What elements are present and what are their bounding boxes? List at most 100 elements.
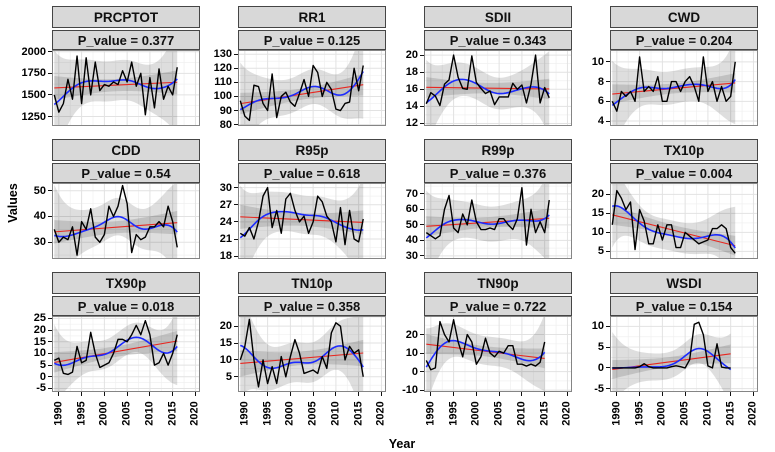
p-value-strip: P_value = 0.204 [610,30,758,50]
smooth-line [54,215,178,238]
smooth-line [239,71,364,111]
data-line [53,184,178,256]
y-tick-label: 2000 [21,45,46,58]
y-tick-label: 20 [405,328,418,341]
y-tick-mark [234,221,238,223]
p-value-strip: P_value = 0.376 [424,163,572,183]
data-line [239,186,364,246]
panel-plot-WSDI [610,316,758,392]
x-tick-label: 1995 [447,401,460,426]
panel-plot-TN10p [238,316,386,392]
y-tick-mark [48,376,52,378]
y-tick-label: 130 [213,48,232,61]
facet-PRCPTOT: PRCPTOT P_value = 0.377 1250 1500 1750 2000 [14,6,200,126]
x-tick-label: 2015 [166,401,179,426]
y-tick-label: 50 [33,184,46,197]
x-tick-label: 2010 [515,401,528,426]
x-tick-mark [172,392,174,396]
panel-svg [424,50,572,126]
y-tick-label: 12 [405,117,418,130]
x-tick-mark [684,392,686,396]
y-tick-label: 10 [591,320,604,333]
data-line [611,189,736,254]
y-tick-mark [420,71,424,73]
y-tick-label: 15 [219,337,232,350]
facet-TX90p: TX90p P_value = 0.018 -5 0 5 10 15 20 25 1990 1995… [14,272,201,436]
y-tick-mark [234,204,238,206]
panel-plot-TX10p [610,183,758,259]
p-value-strip: P_value = 0.018 [52,296,200,316]
facet-title-strip: R95p [238,139,386,161]
facet-title-strip: CWD [610,6,758,28]
y-axis-SDII: 12 14 16 18 20 [386,49,424,130]
p-value-strip: P_value = 0.358 [238,296,386,316]
smooth-line [425,339,546,368]
panel-plot-PRCPTOT [52,50,200,126]
y-tick-label: 10 [33,347,46,360]
y-tick-mark [48,72,52,74]
x-tick-label: 1990 [238,401,251,426]
y-tick-label: 70 [405,187,418,200]
y-tick-mark [234,53,238,55]
y-tick-label: 1750 [21,67,46,80]
panel-plot-TX90p [52,316,200,392]
panel-border [238,183,386,259]
panel-svg [238,316,386,392]
y-tick-mark [420,193,424,195]
x-tick-label: 2020 [746,401,759,426]
facet-TX10p: TX10p P_value = 0.004 5 10 15 20 [572,139,758,259]
panel-border [610,183,758,259]
y-tick-mark [48,215,52,217]
x-tick-mark [566,392,568,396]
y-tick-mark [420,371,424,373]
x-tick-label: 2020 [560,401,573,426]
y-axis-WSDI: -5 0 5 10 [572,316,610,395]
p-value-strip: P_value = 0.377 [52,30,200,50]
p-value-strip: P_value = 0.154 [610,296,758,316]
y-tick-label: 4 [597,115,604,128]
y-tick-mark [234,238,238,240]
y-tick-label: 1500 [21,88,46,101]
y-axis-R99p: 30 40 50 60 70 [386,183,424,262]
x-tick-label: 2010 [701,401,714,426]
y-tick-mark [420,208,424,210]
y-tick-mark [606,346,610,348]
x-axis-title: Year [388,437,416,451]
y-tick-mark [606,250,610,252]
x-tick-mark [81,392,83,396]
y-tick-label: 120 [213,62,232,75]
y-tick-mark [420,88,424,90]
y-axis-TX10p: 5 10 15 20 [572,183,610,259]
y-tick-label: 30 [405,249,418,262]
data-line [611,56,736,112]
y-axis-R95p: 18 21 24 27 30 [200,182,238,262]
x-tick-mark [430,392,432,396]
y-tick-mark [234,81,238,83]
y-tick-label: -5 [594,382,604,395]
x-tick-label: 2015 [352,401,365,426]
data-line [53,319,178,376]
facet-SDII: SDII P_value = 0.343 12 14 16 18 20 [386,6,572,130]
y-tick-label: 20 [33,324,46,337]
smooth-line [425,214,550,239]
x-tick-mark [194,392,196,396]
smooth-confidence-band [426,183,550,259]
trend-line [426,86,550,90]
y-tick-mark [606,388,610,390]
x-tick-label: 2015 [724,401,737,426]
x-tick-mark [149,392,151,396]
smooth-line [611,79,736,106]
x-tick-label: 2015 [538,401,551,426]
panel-plot-CDD [52,183,200,259]
y-tick-mark [48,364,52,366]
y-tick-label: 1250 [21,110,46,123]
smooth-line [425,78,550,104]
facet-title-strip: TN90p [424,272,572,294]
y-tick-label: 110 [214,76,232,89]
y-tick-label: 60 [405,203,418,216]
y-axis-PRCPTOT: 1250 1500 1750 2000 [14,46,52,126]
facet-title-strip: WSDI [610,272,758,294]
y-tick-label: 0 [597,361,604,374]
data-line [53,55,178,116]
y-tick-label: 8 [597,75,604,88]
